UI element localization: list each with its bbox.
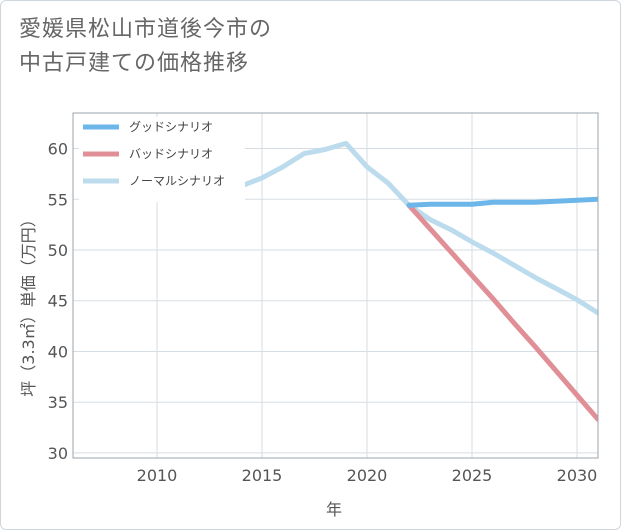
plot-border <box>72 112 599 459</box>
legend-background <box>79 117 245 202</box>
x-tick-label-2030: 2030 <box>557 466 598 485</box>
tick-labels: 2010 2015 2020 2025 2030 30 35 40 45 50 55 60 <box>48 140 598 485</box>
y-tick-label-50: 50 <box>48 241 68 260</box>
y-tick-label-55: 55 <box>48 190 68 209</box>
series-line-1 <box>406 202 598 422</box>
x-tick-label-2010: 2010 <box>137 466 178 485</box>
chart-title: 愛媛県松山市道後今市の 中古戸建ての価格推移 <box>19 13 579 81</box>
chart-title-line-1: 愛媛県松山市道後今市の <box>19 17 273 42</box>
y-tick-label-30: 30 <box>48 444 68 463</box>
y-axis-title: 坪（3.3㎡）単価（万円） <box>19 211 38 396</box>
y-tick-label-40: 40 <box>48 342 68 361</box>
y-tick-label-35: 35 <box>48 393 68 412</box>
y-tick-label-45: 45 <box>48 292 68 311</box>
x-tick-label-2015: 2015 <box>242 466 283 485</box>
legend-label-0: グッドシナリオ <box>129 120 213 134</box>
legend-label-1: バッドシナリオ <box>129 147 213 161</box>
plot-frame <box>72 112 599 459</box>
legend-label-2: ノーマルシナリオ <box>129 174 225 188</box>
x-axis-title: 年 <box>326 500 342 519</box>
chart-title-line-2: 中古戸建ての価格推移 <box>19 51 250 76</box>
y-tick-label-60: 60 <box>48 140 68 159</box>
series-line-0 <box>406 196 598 208</box>
x-tick-label-2025: 2025 <box>452 466 493 485</box>
x-tick-label-2020: 2020 <box>347 466 388 485</box>
